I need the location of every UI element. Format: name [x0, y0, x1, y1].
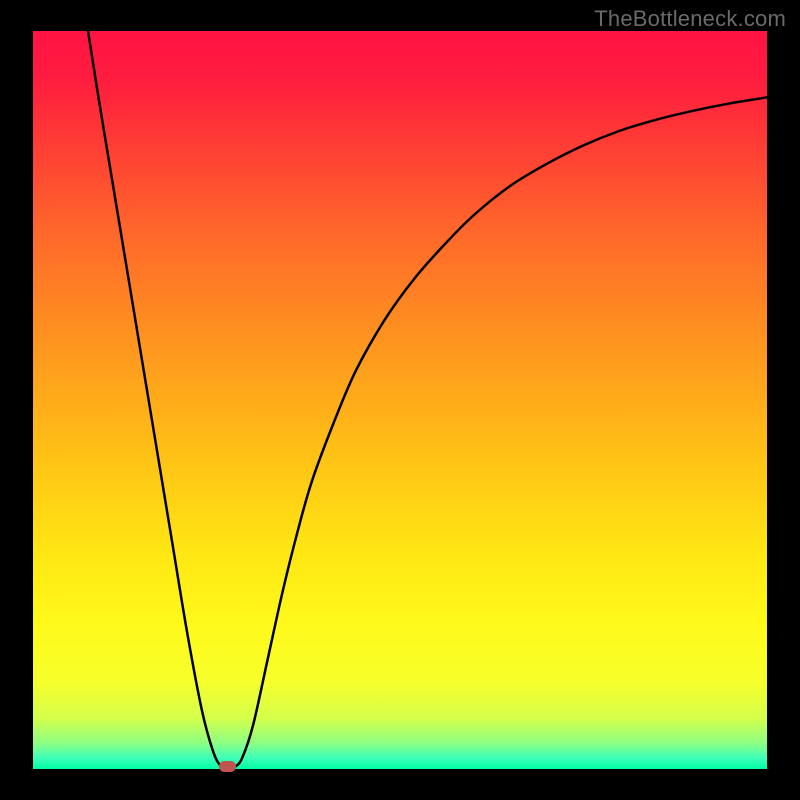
bottleneck-curve: [88, 31, 767, 769]
watermark-text: TheBottleneck.com: [594, 6, 786, 32]
bottleneck-marker: [219, 761, 236, 772]
curve-svg: [33, 31, 767, 769]
plot-area: [33, 31, 767, 769]
stage: TheBottleneck.com: [0, 0, 800, 800]
